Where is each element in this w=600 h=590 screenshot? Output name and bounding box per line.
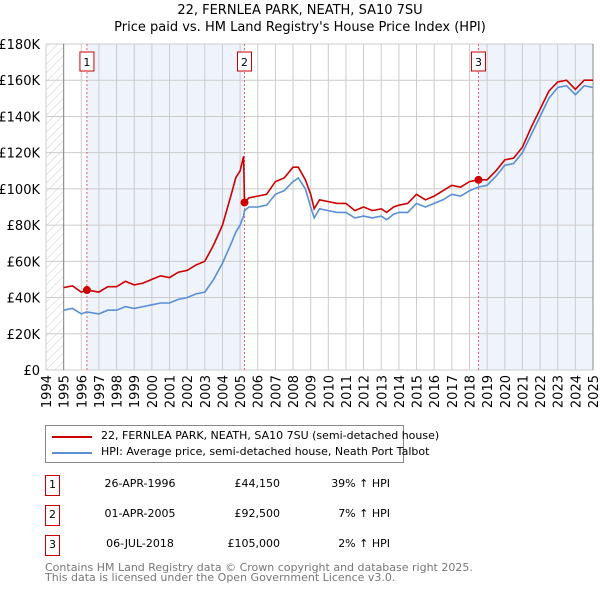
sale-hpi-diff: 39% ↑ HPI xyxy=(331,477,390,490)
x-tick-label: 2023 xyxy=(552,375,567,408)
footer-licence: This data is licensed under the Open Gov… xyxy=(45,571,396,584)
sale-date: 26-APR-1996 xyxy=(104,477,176,490)
x-tick-label: 2018 xyxy=(463,375,478,408)
hpi-line xyxy=(63,84,594,315)
x-tick-label: 2024 xyxy=(569,375,584,408)
x-tick-label: 1999 xyxy=(128,375,143,408)
pre-data-hatch xyxy=(46,44,64,370)
x-tick-label: 2011 xyxy=(340,375,355,408)
sale-date: 06-JUL-2018 xyxy=(106,537,174,550)
property-price-line xyxy=(63,79,593,294)
x-tick-label: 1997 xyxy=(93,375,108,408)
y-tick-label: £100K xyxy=(0,183,40,198)
y-tick-label: £20K xyxy=(7,328,41,343)
sale-marker-label: 2 xyxy=(241,56,248,69)
sale-point xyxy=(82,286,91,295)
y-tick-label: £180K xyxy=(0,38,40,53)
footer-copyright: Contains HM Land Registry data © Crown c… xyxy=(45,561,473,574)
sale-hpi-diff: 2% ↑ HPI xyxy=(338,537,390,550)
sale-row: 1 26-APR-1996 £44,150 39% ↑ HPI xyxy=(45,475,445,497)
y-tick-label: £40K xyxy=(7,292,41,307)
x-tick-label: 2002 xyxy=(181,375,196,408)
legend: 22, FERNLEA PARK, NEATH, SA10 7SU (semi-… xyxy=(45,425,439,463)
x-tick-label: 2008 xyxy=(287,375,302,408)
x-tick-label: 2004 xyxy=(216,375,231,408)
y-tick-label: £160K xyxy=(0,74,40,89)
x-tick-label: 1998 xyxy=(111,375,126,408)
y-tick-label: £0 xyxy=(23,364,40,379)
x-tick-label: 2016 xyxy=(428,375,443,408)
x-tick-label: 2012 xyxy=(358,375,373,408)
plot-area: £0 £20K £40K £60K £80K £100K £120K £140K £160K £1… xyxy=(0,38,600,408)
sale-price: £44,150 xyxy=(234,477,281,490)
sale-marker-label: 3 xyxy=(475,56,482,69)
x-tick-label: 1996 xyxy=(75,375,90,408)
y-tick-label: £60K xyxy=(7,255,41,270)
sale-marker-label: 2 xyxy=(45,505,60,526)
x-tick-label: 2022 xyxy=(534,375,549,408)
x-tick-label: 2014 xyxy=(393,375,408,408)
y-tick-label: £80K xyxy=(7,219,41,234)
sale-marker-box xyxy=(79,51,95,72)
sale-marker-label: 1 xyxy=(83,56,90,69)
chart-title: 22, FERNLEA PARK, NEATH, SA10 7SU xyxy=(177,3,423,18)
x-tick-label: 2020 xyxy=(499,375,514,408)
sale-price: £92,500 xyxy=(234,507,281,520)
sale-marker-box xyxy=(237,51,253,72)
x-tick-label: 2025 xyxy=(587,375,600,408)
y-tick-label: £140K xyxy=(0,110,40,125)
sale-price: £105,000 xyxy=(227,537,281,550)
x-tick-label: 2007 xyxy=(269,375,284,408)
x-tick-label: 2015 xyxy=(411,375,426,408)
sale-marker-label: 3 xyxy=(45,535,60,556)
x-tick-label: 1994 xyxy=(40,375,55,408)
sale-marker-label: 1 xyxy=(45,475,60,496)
x-tick-label: 2019 xyxy=(481,375,496,408)
x-tick-label: 2013 xyxy=(375,375,390,408)
x-tick-label: 2017 xyxy=(446,375,461,408)
chart-subtitle: Price paid vs. HM Land Registry's House … xyxy=(114,20,486,35)
x-tick-label: 2006 xyxy=(252,375,267,408)
sale-hpi-diff: 7% ↑ HPI xyxy=(338,507,390,520)
sale-point xyxy=(474,175,483,184)
x-tick-label: 2009 xyxy=(305,375,320,408)
x-tick-label: 2003 xyxy=(199,375,214,408)
sale-row: 2 01-APR-2005 £92,500 7% ↑ HPI xyxy=(45,505,445,527)
y-tick-label: £120K xyxy=(0,147,40,162)
shaded-band xyxy=(86,44,245,370)
sale-marker-box xyxy=(470,51,486,72)
sale-point xyxy=(240,198,249,207)
x-tick-label: 2000 xyxy=(146,375,161,408)
x-tick-label: 2010 xyxy=(322,375,337,408)
x-tick-label: 2001 xyxy=(164,375,179,408)
x-tick-label: 1995 xyxy=(58,375,73,408)
sale-date: 01-APR-2005 xyxy=(104,507,176,520)
sale-row: 3 06-JUL-2018 £105,000 2% ↑ HPI xyxy=(45,535,445,557)
x-tick-label: 2005 xyxy=(234,375,249,408)
x-tick-label: 2021 xyxy=(516,375,531,408)
shaded-band xyxy=(478,44,593,370)
